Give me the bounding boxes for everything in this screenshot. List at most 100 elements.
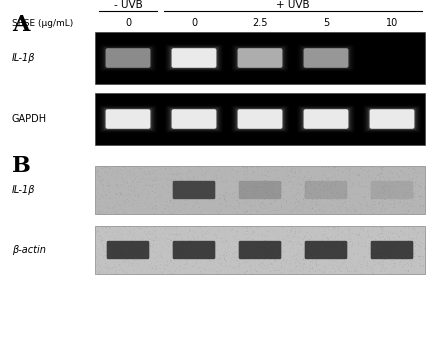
Point	[202, 206, 209, 212]
Point	[343, 243, 350, 249]
Point	[308, 205, 315, 210]
Point	[303, 224, 310, 230]
Point	[253, 248, 260, 254]
Point	[269, 188, 276, 193]
Point	[378, 254, 385, 260]
Point	[106, 237, 114, 242]
Point	[391, 201, 398, 206]
Point	[401, 263, 408, 269]
Point	[333, 238, 340, 243]
Point	[149, 205, 156, 211]
Point	[93, 231, 100, 237]
Point	[358, 253, 365, 259]
Point	[363, 175, 370, 181]
Point	[153, 267, 160, 273]
Point	[198, 188, 205, 193]
Point	[206, 180, 213, 186]
Point	[294, 225, 301, 231]
Point	[260, 176, 268, 181]
Point	[414, 171, 421, 177]
Point	[301, 234, 308, 239]
Point	[283, 188, 290, 194]
Point	[231, 250, 238, 255]
Point	[364, 229, 371, 235]
Point	[399, 198, 406, 203]
Point	[319, 269, 326, 274]
Point	[277, 252, 284, 258]
Point	[211, 266, 218, 272]
Point	[361, 269, 368, 275]
Point	[405, 250, 412, 256]
Point	[414, 258, 421, 264]
Point	[168, 210, 175, 216]
Point	[275, 268, 282, 273]
Point	[361, 242, 368, 248]
Point	[368, 195, 375, 201]
Point	[236, 200, 243, 206]
Point	[136, 268, 143, 274]
Point	[405, 209, 412, 214]
Point	[351, 171, 358, 177]
Point	[176, 268, 183, 273]
Point	[154, 188, 161, 194]
Point	[260, 263, 268, 269]
Point	[317, 207, 324, 213]
Point	[107, 210, 114, 215]
Point	[134, 239, 141, 245]
Point	[370, 256, 377, 261]
Point	[376, 177, 383, 183]
Point	[290, 237, 297, 243]
Point	[284, 173, 291, 179]
Point	[207, 164, 214, 169]
Point	[321, 166, 328, 172]
Point	[344, 206, 351, 212]
Point	[211, 191, 218, 197]
Point	[247, 263, 254, 269]
Point	[234, 262, 241, 267]
Point	[230, 241, 237, 247]
Point	[164, 236, 171, 242]
Point	[284, 233, 291, 239]
Point	[100, 269, 107, 274]
Point	[248, 266, 255, 272]
Point	[138, 178, 145, 184]
Point	[269, 188, 276, 194]
Point	[131, 189, 138, 194]
Point	[355, 180, 362, 185]
Point	[217, 187, 224, 193]
Point	[210, 198, 217, 204]
Point	[325, 172, 332, 177]
Point	[307, 244, 314, 250]
Point	[304, 194, 312, 200]
Point	[309, 197, 316, 202]
Point	[187, 195, 194, 200]
Point	[335, 246, 342, 251]
Point	[360, 167, 367, 173]
Point	[138, 238, 145, 244]
Point	[148, 176, 155, 182]
Point	[171, 211, 178, 217]
Point	[279, 249, 286, 254]
Point	[325, 226, 332, 232]
Point	[360, 257, 367, 263]
Point	[295, 174, 302, 179]
Point	[411, 194, 418, 200]
Point	[290, 235, 297, 240]
Point	[270, 262, 277, 268]
Point	[416, 176, 423, 181]
Point	[393, 231, 400, 236]
Point	[304, 245, 311, 251]
Point	[329, 241, 336, 246]
Point	[302, 184, 309, 189]
Point	[113, 207, 120, 213]
Point	[256, 249, 263, 254]
Point	[176, 207, 183, 213]
Point	[368, 175, 375, 180]
Point	[374, 170, 381, 176]
Point	[184, 174, 191, 179]
Point	[300, 196, 307, 202]
Point	[337, 231, 344, 236]
Point	[271, 268, 278, 274]
Point	[329, 241, 336, 246]
Point	[199, 236, 206, 241]
